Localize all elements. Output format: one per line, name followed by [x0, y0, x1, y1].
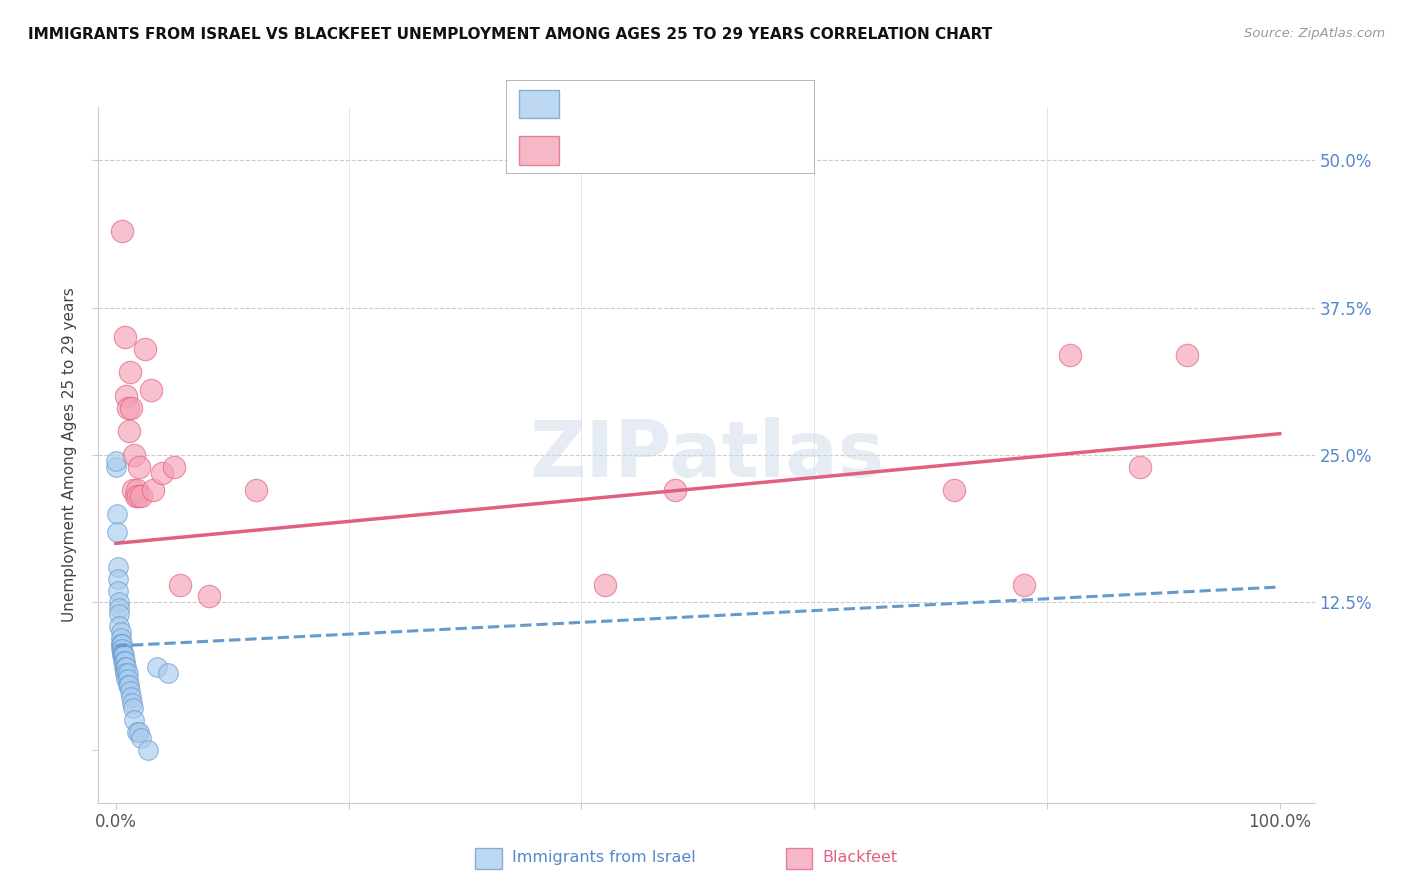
Point [124, 713, 146, 727]
Point [111, 648, 134, 663]
Point [111, 224, 134, 238]
Point [152, 466, 174, 480]
Point [122, 483, 145, 498]
Point [128, 725, 150, 739]
Point [593, 577, 616, 591]
Point [139, 383, 162, 397]
Point [112, 660, 135, 674]
Point [245, 483, 267, 498]
Point [121, 696, 143, 710]
Point [111, 646, 134, 660]
Point [110, 624, 132, 639]
Point [169, 577, 191, 591]
Point [1175, 348, 1198, 362]
FancyBboxPatch shape [786, 848, 813, 869]
Point [145, 660, 167, 674]
Point [664, 483, 686, 498]
Point [108, 607, 131, 621]
Point [112, 648, 135, 663]
Point [125, 725, 148, 739]
Point [111, 646, 134, 660]
Point [108, 619, 131, 633]
Point [108, 601, 131, 615]
Text: 47: 47 [738, 95, 763, 112]
Text: Blackfeet: Blackfeet [823, 849, 897, 864]
Text: IMMIGRANTS FROM ISRAEL VS BLACKFEET UNEMPLOYMENT AMONG AGES 25 TO 29 YEARS CORRE: IMMIGRANTS FROM ISRAEL VS BLACKFEET UNEM… [28, 27, 993, 42]
Point [163, 459, 186, 474]
Point [111, 642, 134, 657]
Point [128, 459, 150, 474]
Point [117, 672, 139, 686]
Point [115, 666, 138, 681]
Text: 0.336: 0.336 [614, 142, 671, 160]
Point [115, 672, 138, 686]
Point [142, 483, 165, 498]
Point [111, 654, 134, 668]
Point [117, 401, 139, 415]
Point [1129, 459, 1152, 474]
Point [117, 678, 139, 692]
Point [107, 583, 129, 598]
Point [118, 425, 141, 439]
Point [118, 678, 141, 692]
Point [120, 401, 142, 415]
Point [125, 483, 148, 498]
Point [114, 660, 136, 674]
Point [107, 560, 129, 574]
Point [114, 330, 136, 344]
Point [114, 654, 136, 668]
Point [942, 483, 965, 498]
Point [1059, 348, 1081, 362]
Text: R =: R = [571, 142, 609, 160]
FancyBboxPatch shape [519, 89, 558, 118]
Point [131, 489, 153, 503]
Point [134, 342, 156, 356]
Point [120, 690, 142, 704]
Text: Source: ZipAtlas.com: Source: ZipAtlas.com [1244, 27, 1385, 40]
Point [115, 660, 138, 674]
Point [104, 459, 127, 474]
Text: 0.056: 0.056 [614, 95, 671, 112]
Point [198, 590, 221, 604]
Point [118, 683, 141, 698]
FancyBboxPatch shape [519, 136, 558, 164]
Point [110, 642, 132, 657]
Text: R =: R = [571, 95, 609, 112]
Text: ZIPatlas: ZIPatlas [529, 417, 884, 493]
Point [111, 637, 134, 651]
Text: N =: N = [692, 142, 731, 160]
Point [124, 489, 146, 503]
Text: 29: 29 [738, 142, 763, 160]
Point [114, 666, 136, 681]
Text: Immigrants from Israel: Immigrants from Israel [512, 849, 696, 864]
Point [117, 666, 139, 681]
Point [138, 743, 160, 757]
Point [1012, 577, 1035, 591]
Point [157, 666, 180, 681]
Point [115, 389, 138, 403]
Point [108, 595, 131, 609]
Point [105, 524, 128, 539]
Point [131, 731, 153, 745]
Text: N =: N = [692, 95, 731, 112]
Point [110, 637, 132, 651]
Point [118, 365, 141, 379]
Point [112, 654, 135, 668]
Point [110, 631, 132, 645]
Point [105, 507, 128, 521]
Y-axis label: Unemployment Among Ages 25 to 29 years: Unemployment Among Ages 25 to 29 years [62, 287, 77, 623]
Point [122, 701, 145, 715]
Point [107, 572, 129, 586]
Point [127, 489, 149, 503]
Point [111, 648, 134, 663]
Point [124, 448, 146, 462]
Point [110, 637, 132, 651]
Point [104, 454, 127, 468]
FancyBboxPatch shape [475, 848, 502, 869]
